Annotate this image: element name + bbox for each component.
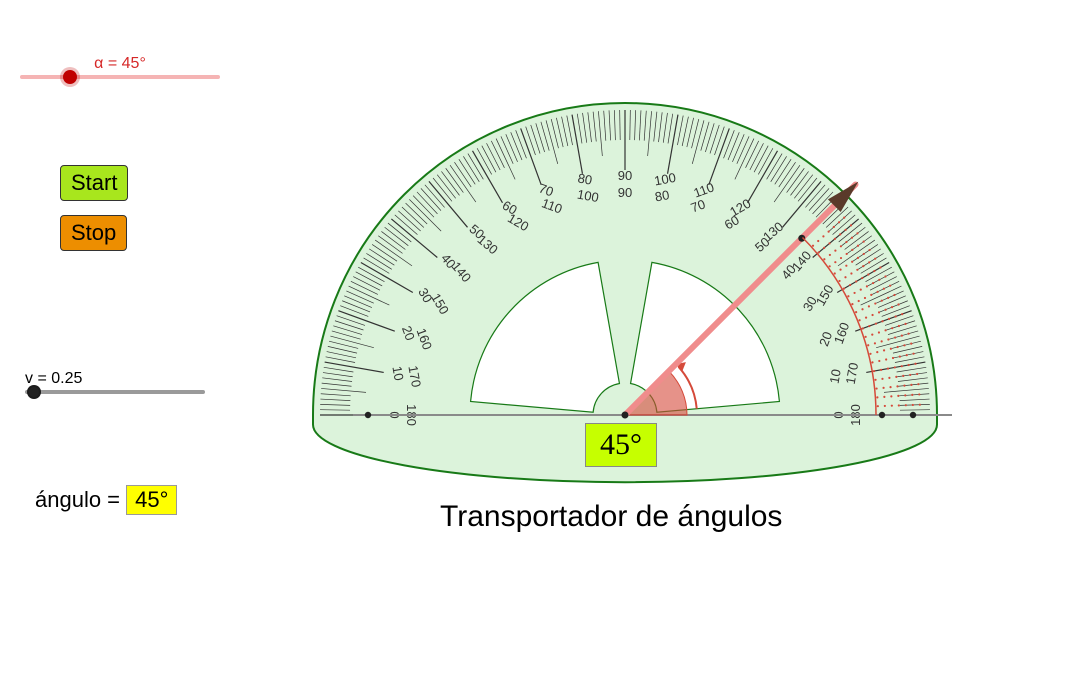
- protractor: 1800170101602015030140401305012060110701…: [300, 55, 960, 485]
- alpha-slider-label: α = 45°: [20, 55, 220, 73]
- svg-text:10: 10: [389, 365, 406, 382]
- svg-text:90: 90: [618, 168, 632, 183]
- v-slider[interactable]: v = 0.25: [25, 370, 205, 394]
- v-slider-label: v = 0.25: [25, 370, 205, 388]
- stop-button[interactable]: Stop: [60, 215, 127, 251]
- v-slider-track[interactable]: [25, 390, 205, 394]
- alpha-slider[interactable]: α = 45°: [20, 55, 220, 79]
- start-button[interactable]: Start: [60, 165, 128, 201]
- svg-text:10: 10: [827, 368, 844, 385]
- svg-text:80: 80: [577, 170, 594, 187]
- svg-text:80: 80: [654, 187, 671, 204]
- angle-output-value: 45°: [126, 485, 177, 515]
- center-angle-label: 45°: [585, 423, 657, 467]
- alpha-slider-track[interactable]: [20, 75, 220, 79]
- svg-text:90: 90: [618, 185, 632, 200]
- alpha-slider-thumb[interactable]: [63, 70, 77, 84]
- page-title: Transportador de ángulos: [440, 500, 782, 534]
- angle-output: ángulo = 45°: [35, 485, 177, 515]
- v-slider-thumb[interactable]: [27, 385, 41, 399]
- angle-output-prefix: ángulo =: [35, 487, 120, 512]
